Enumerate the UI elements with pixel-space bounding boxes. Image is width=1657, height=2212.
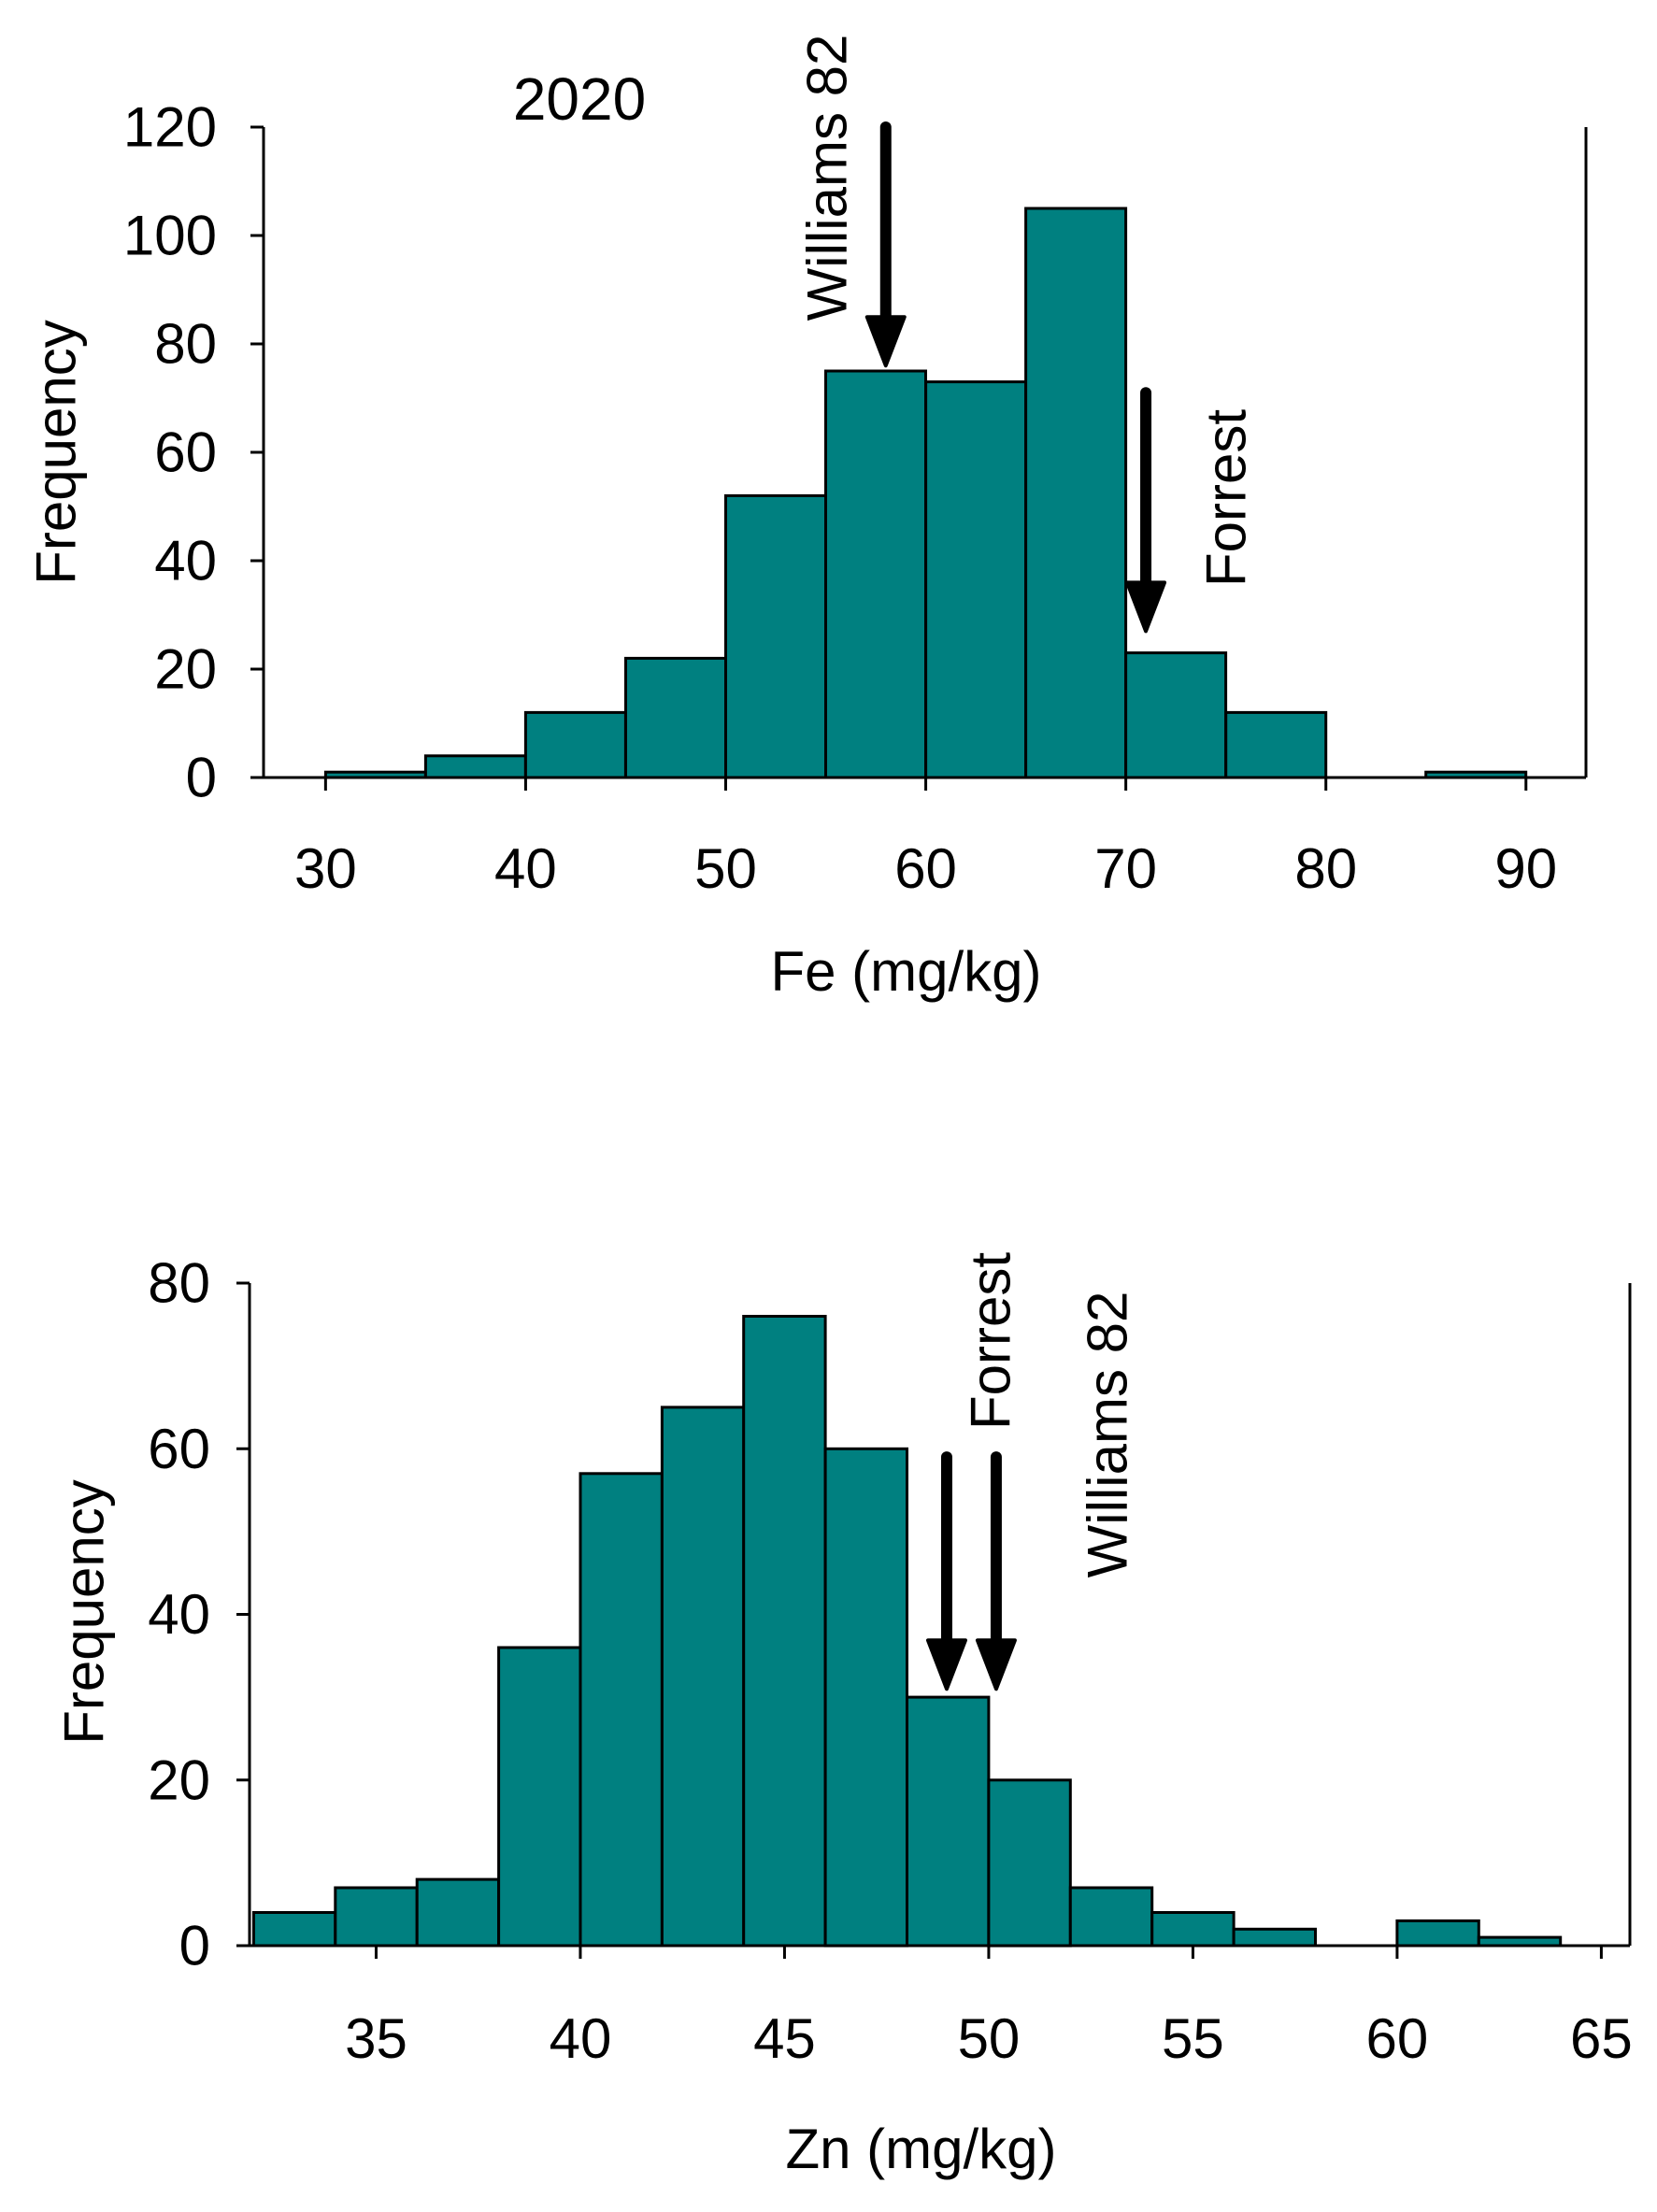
y-tick-label: 40 — [154, 530, 217, 592]
y-tick-label: 100 — [123, 205, 217, 267]
zn-histogram-panel: 0 20 40 60 80 35 40 45 50 55 60 65 Zn (mg/kg) Frequen… — [53, 1252, 1633, 2181]
annotation-arrow-head — [925, 1638, 967, 1691]
y-tick-label: 20 — [148, 1748, 210, 1811]
annotation-arrow-head — [1125, 580, 1167, 634]
x-tick-label: 70 — [1094, 837, 1157, 900]
histogram-bar — [1068, 1886, 1154, 1948]
fe-histogram-panel: 0 20 40 60 80 100 120 30 40 50 60 70 80 90 Fe (mg/kg) F… — [25, 35, 1588, 1003]
x-axis-label: Fe (mg/kg) — [770, 940, 1041, 1003]
x-axis-label: Zn (mg/kg) — [785, 2118, 1056, 2180]
x-tick-label: 60 — [1366, 2007, 1429, 2070]
annotation-arrow-head — [975, 1638, 1017, 1691]
histogram-bar — [624, 656, 727, 779]
y-tick-label: 20 — [154, 638, 217, 701]
histogram-bar — [1124, 651, 1228, 779]
histogram-bar — [987, 1778, 1072, 1948]
x-tick-label: 45 — [753, 2007, 816, 2070]
histogram-bar — [724, 493, 827, 779]
annotation-arrow-head — [864, 315, 907, 368]
y-tick-label: 40 — [148, 1583, 210, 1646]
histogram-bar — [334, 1886, 419, 1948]
y-tick-label: 0 — [179, 1915, 210, 1977]
y-axis-label: Frequency — [53, 1479, 116, 1744]
x-tick-label: 60 — [894, 837, 957, 900]
histogram-bar — [824, 369, 927, 779]
histogram-bar — [423, 754, 527, 779]
histogram-bar — [251, 1911, 337, 1948]
annotation-label: Williams 82 — [1077, 1292, 1139, 1578]
y-tick-label: 0 — [186, 747, 217, 809]
histogram-bar — [906, 1695, 991, 1948]
x-tick-label: 35 — [345, 2007, 407, 2070]
histogram-bar — [1395, 1919, 1480, 1948]
x-tick-label: 40 — [494, 837, 557, 900]
chart-title: 2020 — [513, 65, 646, 133]
x-tick-label: 50 — [694, 837, 757, 900]
y-tick-label: 120 — [123, 96, 217, 159]
histogram-bar — [660, 1406, 746, 1948]
y-tick-label: 60 — [154, 421, 217, 484]
histogram-bar — [742, 1315, 827, 1948]
y-axis-label: Frequency — [25, 320, 88, 584]
histogram-bar — [415, 1877, 501, 1948]
x-tick-label: 30 — [294, 837, 357, 900]
annotation-label: Williams 82 — [796, 35, 859, 321]
x-tick-label: 40 — [550, 2007, 612, 2070]
x-tick-label: 90 — [1494, 837, 1557, 900]
x-tick-label: 65 — [1570, 2007, 1633, 2070]
histogram-bar — [497, 1646, 582, 1948]
histogram-bar — [924, 380, 1028, 779]
histogram-bar — [1024, 207, 1128, 779]
histogram-bar — [823, 1447, 908, 1948]
y-tick-label: 60 — [148, 1418, 210, 1480]
histogram-bar — [523, 710, 627, 779]
histogram-bar — [1150, 1911, 1236, 1948]
histogram-bar — [579, 1472, 664, 1948]
annotation-label: Forrest — [1195, 409, 1258, 587]
histogram-bar — [1224, 710, 1328, 779]
x-tick-label: 55 — [1162, 2007, 1224, 2070]
x-tick-label: 50 — [958, 2007, 1021, 2070]
y-tick-label: 80 — [154, 313, 217, 376]
x-tick-label: 80 — [1294, 837, 1357, 900]
y-tick-label: 80 — [148, 1252, 210, 1315]
annotation-label: Forrest — [960, 1252, 1022, 1430]
histogram-bar — [1232, 1927, 1317, 1948]
